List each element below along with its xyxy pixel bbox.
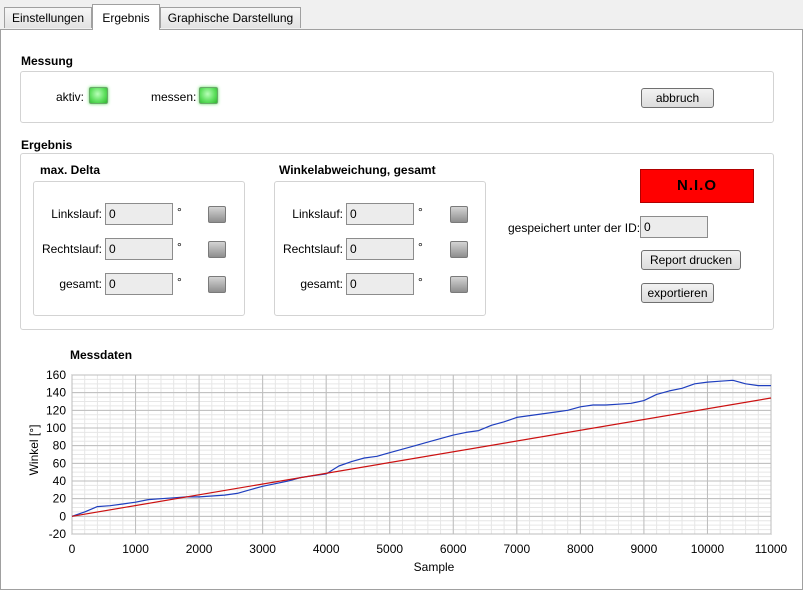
winkel-rechtslauf-field: 0 [346, 238, 414, 260]
winkel-rechtslauf-unit: ° [418, 240, 423, 254]
x-tick-label: 3000 [249, 542, 276, 556]
max-delta-rechtslauf-label: Rechtslauf: [41, 242, 102, 256]
max-delta-rechtslauf-unit: ° [177, 240, 182, 254]
ergebnis-title: Ergebnis [21, 138, 73, 152]
chart-title: Messdaten [70, 348, 133, 362]
x-tick-label: 2000 [186, 542, 213, 556]
tab-ergebnis[interactable]: Ergebnis [92, 4, 160, 30]
y-axis-label: Winkel [°] [27, 425, 41, 476]
winkel-gesamt-unit: ° [418, 275, 423, 289]
y-tick-label: 80 [53, 439, 67, 453]
x-tick-label: 7000 [503, 542, 530, 556]
x-axis-label: Sample [414, 560, 455, 574]
x-tick-label: 9000 [631, 542, 658, 556]
winkel-rechtslauf-label: Rechtslauf: [282, 242, 343, 256]
winkelabweichung-title: Winkelabweichung, gesamt [279, 163, 436, 177]
messen-led-indicator [199, 87, 218, 104]
messdaten-chart: 0 1000 2000 3000 4000 5000 6000 7000 8000 9000 100… [27, 368, 788, 574]
max-delta-linkslauf-unit: ° [177, 205, 182, 219]
x-tick-label: 8000 [567, 542, 594, 556]
x-tick-label: 0 [69, 542, 76, 556]
max-delta-gesamt-unit: ° [177, 275, 182, 289]
x-tick-label: 10000 [691, 542, 725, 556]
x-tick-label: 4000 [313, 542, 340, 556]
y-tick-label: 160 [46, 368, 66, 382]
x-tick-label: 5000 [376, 542, 403, 556]
report-drucken-button[interactable]: Report drucken [641, 250, 741, 270]
max-delta-linkslauf-indicator [208, 206, 226, 223]
y-tick-label: 120 [46, 403, 66, 417]
y-tick-label: 40 [53, 474, 67, 488]
max-delta-linkslauf-label: Linkslauf: [51, 207, 102, 221]
winkel-gesamt-indicator [450, 276, 468, 293]
aktiv-label: aktiv: [56, 90, 85, 104]
winkel-linkslauf-indicator [450, 206, 468, 223]
exportieren-button[interactable]: exportieren [641, 283, 714, 303]
y-tick-label: 100 [46, 421, 66, 435]
winkel-linkslauf-unit: ° [418, 205, 423, 219]
messen-label: messen: [151, 90, 197, 104]
max-delta-rechtslauf-field: 0 [105, 238, 173, 260]
max-delta-linkslauf-field: 0 [105, 203, 173, 225]
y-tick-label: 140 [46, 386, 66, 400]
messung-title: Messung [21, 54, 74, 68]
status-indicator: N.I.O [640, 169, 754, 203]
aktiv-led-indicator [89, 87, 108, 104]
winkel-linkslauf-label: Linkslauf: [292, 207, 343, 221]
x-tick-label: 6000 [440, 542, 467, 556]
max-delta-rechtslauf-indicator [208, 241, 226, 258]
reference-angle-series-line [71, 397, 772, 517]
max-delta-gesamt-label: gesamt: [59, 277, 102, 291]
winkel-gesamt-label: gesamt: [300, 277, 343, 291]
x-tick-label: 11000 [755, 542, 788, 556]
tab-divider [0, 29, 803, 30]
winkel-linkslauf-field: 0 [346, 203, 414, 225]
x-tick-label: 1000 [122, 542, 149, 556]
tab-bar: Einstellungen Ergebnis Graphische Darste… [0, 0, 803, 30]
tab-einstellungen[interactable]: Einstellungen [4, 7, 92, 28]
winkel-gesamt-field: 0 [346, 273, 414, 295]
max-delta-gesamt-indicator [208, 276, 226, 293]
y-tick-label: 20 [53, 492, 67, 506]
id-field: 0 [640, 216, 708, 238]
abbruch-button[interactable]: abbruch [641, 88, 714, 108]
y-tick-label: -20 [49, 527, 67, 541]
y-tick-label: 0 [59, 509, 66, 523]
max-delta-gesamt-field: 0 [105, 273, 173, 295]
tab-graphische-darstellung[interactable]: Graphische Darstellung [160, 7, 301, 28]
max-delta-title: max. Delta [40, 163, 101, 177]
winkel-rechtslauf-indicator [450, 241, 468, 258]
y-tick-label: 60 [53, 456, 67, 470]
id-label: gespeichert unter der ID: [508, 221, 641, 235]
